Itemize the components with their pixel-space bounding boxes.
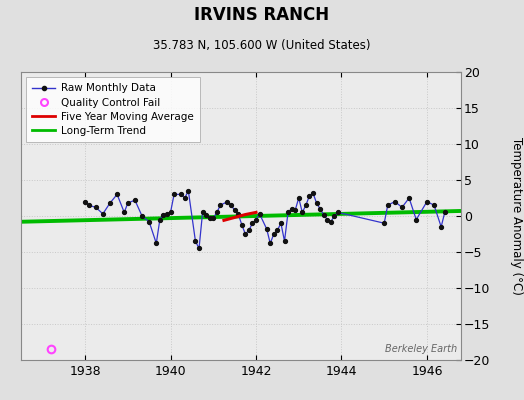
Five Year Moving Average bbox=[249, 211, 256, 216]
Raw Monthly Data bbox=[438, 224, 444, 229]
Raw Monthly Data bbox=[160, 212, 167, 217]
Text: IRVINS RANCH: IRVINS RANCH bbox=[194, 6, 330, 24]
Legend: Raw Monthly Data, Quality Control Fail, Five Year Moving Average, Long-Term Tren: Raw Monthly Data, Quality Control Fail, … bbox=[26, 77, 200, 142]
Line: Five Year Moving Average: Five Year Moving Average bbox=[224, 212, 256, 220]
Text: Berkeley Earth: Berkeley Earth bbox=[385, 344, 457, 354]
Five Year Moving Average bbox=[242, 212, 248, 217]
Five Year Moving Average bbox=[221, 218, 227, 223]
Raw Monthly Data bbox=[153, 241, 159, 246]
Text: 35.783 N, 105.600 W (United States): 35.783 N, 105.600 W (United States) bbox=[153, 39, 371, 52]
Raw Monthly Data bbox=[274, 228, 280, 233]
Raw Monthly Data bbox=[114, 192, 120, 197]
Raw Monthly Data bbox=[442, 210, 448, 215]
Line: Raw Monthly Data: Raw Monthly Data bbox=[85, 191, 445, 248]
Raw Monthly Data bbox=[321, 212, 327, 217]
Five Year Moving Average bbox=[253, 210, 259, 215]
Raw Monthly Data bbox=[185, 188, 191, 193]
Y-axis label: Temperature Anomaly (°C): Temperature Anomaly (°C) bbox=[510, 137, 523, 295]
Five Year Moving Average bbox=[232, 215, 238, 220]
Raw Monthly Data bbox=[196, 246, 202, 251]
Raw Monthly Data bbox=[82, 199, 88, 204]
